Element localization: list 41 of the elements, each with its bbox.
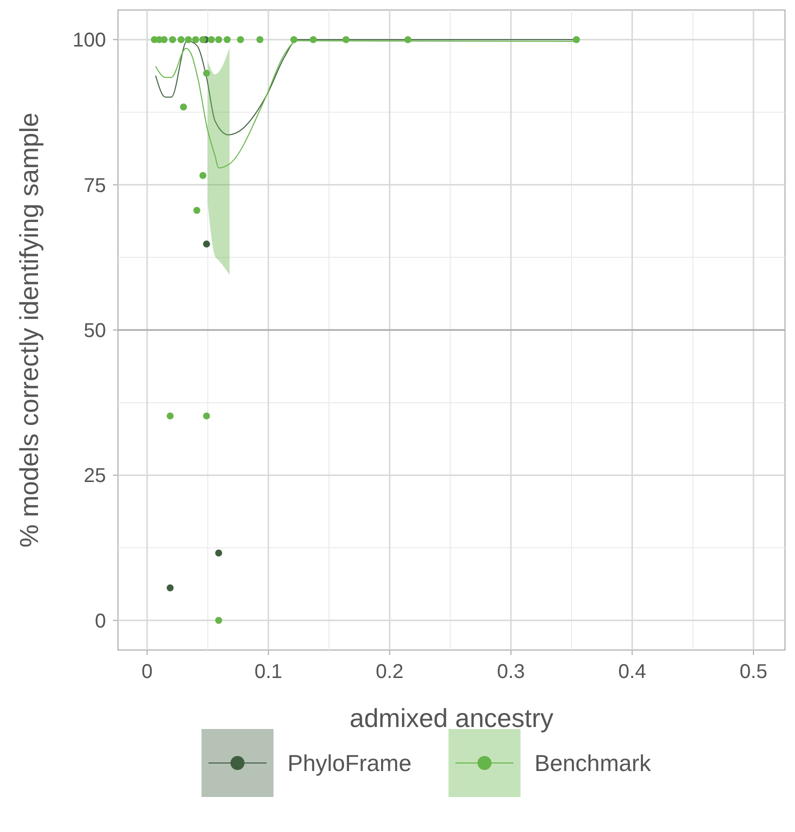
point [215,36,222,44]
x-tick-label: 0.3 [497,661,525,683]
point [290,36,298,44]
y-tick-label: 50 [84,320,106,342]
point [236,36,244,44]
point [572,36,580,44]
point [184,36,192,44]
point [203,240,210,248]
x-tick-label: 0.2 [376,661,404,683]
x-axis-title: admixed ancestry [350,703,554,733]
legend-label: Benchmark [534,750,652,776]
x-tick-label: 0.4 [618,661,646,683]
point [342,36,350,44]
x-tick-label: 0 [142,661,153,683]
y-tick-label: 75 [84,174,106,197]
y-axis-title: % models correctly identifying sample [14,112,44,548]
point [192,36,200,44]
point [310,36,317,44]
legend-label: PhyloFrame [288,750,412,776]
point [203,412,210,420]
point [199,172,206,180]
point [256,36,264,44]
point [224,36,231,44]
y-tick-label: 0 [94,610,106,632]
point [215,550,222,557]
point [178,36,185,44]
y-tick-label: 100 [72,30,106,52]
point [160,36,168,44]
x-tick-label: 0.1 [254,661,282,683]
point [203,70,210,77]
point [193,206,200,214]
point [166,412,174,420]
point [199,36,206,44]
point [180,103,187,110]
point [404,36,412,44]
x-tick-label: 0.5 [740,661,768,683]
point [169,36,176,44]
y-tick-label: 25 [84,465,106,488]
point [166,584,174,592]
point [208,36,215,44]
point [215,616,222,624]
